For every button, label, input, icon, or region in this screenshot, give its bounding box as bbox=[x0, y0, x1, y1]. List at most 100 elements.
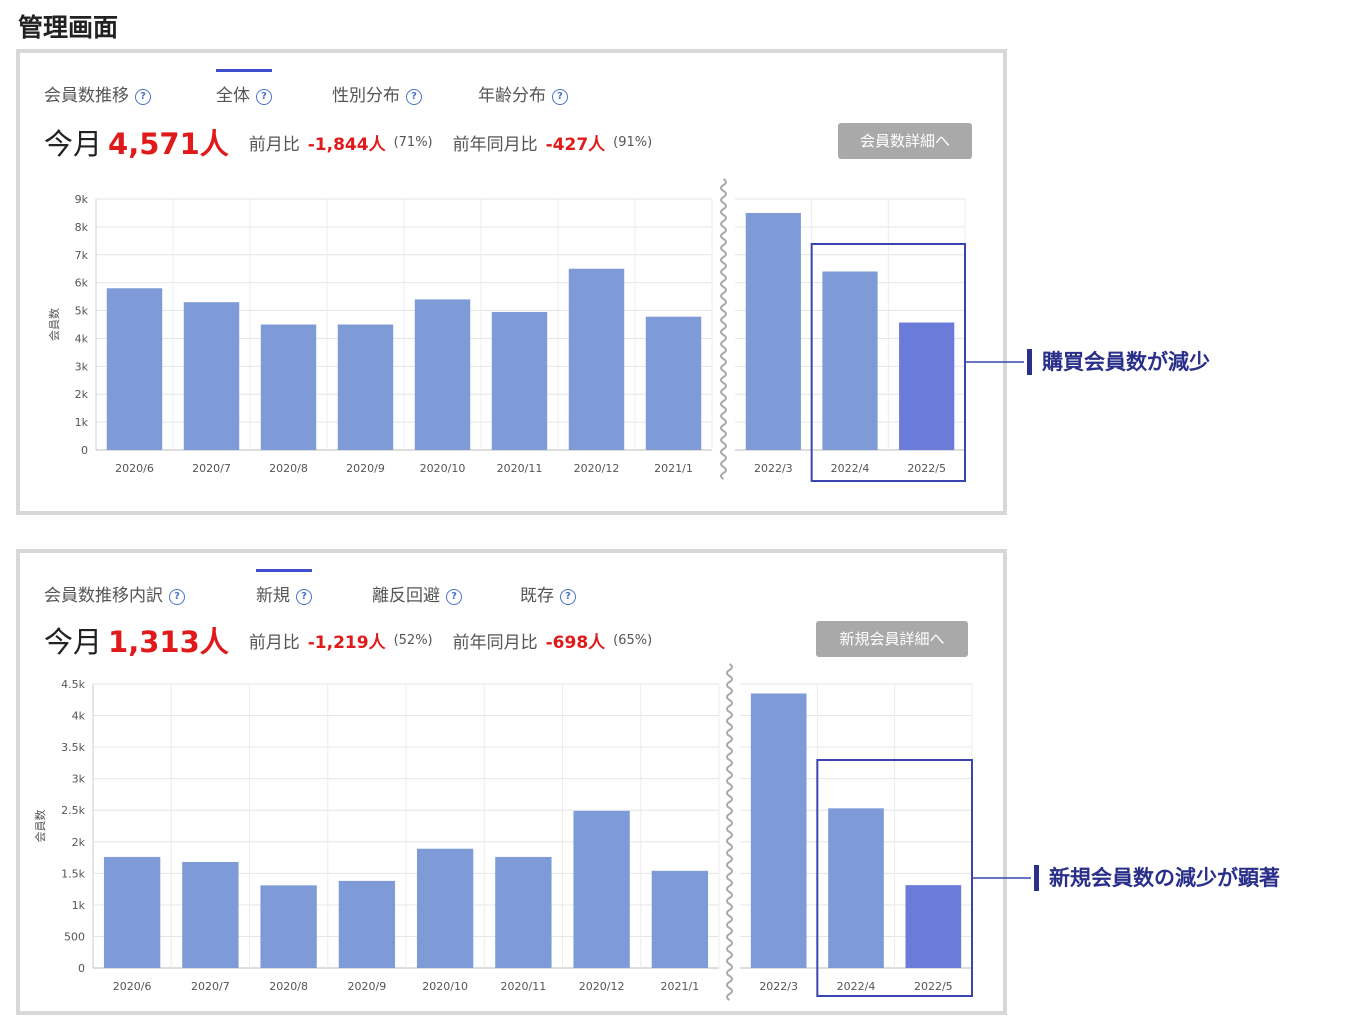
tab-label: 既存 bbox=[520, 586, 554, 606]
bar-2020/10 bbox=[414, 299, 471, 450]
y-tick-label: 6k bbox=[75, 277, 89, 290]
y-tick-label: 3k bbox=[72, 773, 86, 786]
help-icon[interactable]: ? bbox=[406, 89, 422, 105]
tab-new[interactable]: 新規? bbox=[256, 569, 312, 606]
mom-label: 前月比 bbox=[248, 134, 300, 155]
tab-churn-avoid[interactable]: 離反回避? bbox=[372, 581, 462, 606]
y-tick-label: 7k bbox=[75, 249, 89, 262]
help-icon[interactable]: ? bbox=[446, 589, 462, 605]
bar-2021/1 bbox=[651, 870, 709, 968]
x-tick-label: 2022/3 bbox=[759, 980, 798, 993]
y-tick-label: 0 bbox=[81, 444, 88, 457]
axis-break-squiggle bbox=[720, 178, 727, 480]
y-tick-label: 4k bbox=[75, 332, 89, 345]
mom-value: -1,844人 bbox=[307, 134, 386, 155]
y-tick-label: 4k bbox=[72, 710, 86, 723]
bar-2020/8 bbox=[260, 885, 317, 968]
y-tick-label: 2k bbox=[72, 836, 86, 849]
yoy-pct: (65%) bbox=[613, 632, 653, 648]
chart-1: 0 1k 2k 3k 4k 5k 6k 7k 8k 9k 会員数 2020/6 2020/7 2020/8… bbox=[48, 178, 1024, 482]
yoy-label: 前年同月比 bbox=[452, 632, 538, 653]
y-tick-label: 2.5k bbox=[61, 804, 85, 817]
callout-purchase-decline: 購買会員数が減少 bbox=[1027, 349, 1210, 375]
yoy-pct: (91%) bbox=[613, 134, 653, 150]
summary-row: 今月 4,571人 前月比 -1,844人 (71%) 前年同月比 -427人 (91%) bbox=[44, 121, 652, 163]
x-tick-label: 2021/1 bbox=[654, 462, 693, 475]
help-icon[interactable]: ? bbox=[560, 589, 576, 605]
bar-2020/12 bbox=[568, 268, 625, 450]
bar-2020/8 bbox=[260, 324, 317, 450]
y-tick-label: 9k bbox=[75, 193, 89, 206]
bar-2020/11 bbox=[495, 856, 552, 968]
mom-value: -1,219人 bbox=[307, 632, 386, 653]
x-tick-label: 2022/4 bbox=[831, 462, 870, 475]
tab-label: 性別分布 bbox=[332, 86, 400, 106]
y-tick-label: 3.5k bbox=[61, 741, 85, 754]
bar-2020/7 bbox=[182, 861, 239, 968]
x-tick-label: 2020/6 bbox=[115, 462, 154, 475]
x-tick-label: 2020/9 bbox=[348, 980, 387, 993]
bar-2020/12 bbox=[573, 810, 630, 968]
x-tick-label: 2020/8 bbox=[269, 462, 308, 475]
this-month-value: 1,313人 bbox=[108, 625, 229, 659]
help-icon[interactable]: ? bbox=[169, 589, 185, 605]
x-tick-label: 2020/6 bbox=[113, 980, 152, 993]
x-tick-label: 2020/11 bbox=[501, 980, 547, 993]
yoy-label: 前年同月比 bbox=[452, 134, 538, 155]
bar-2022/4 bbox=[828, 808, 884, 968]
help-icon[interactable]: ? bbox=[135, 89, 151, 105]
tab-gender[interactable]: 性別分布? bbox=[332, 81, 422, 106]
x-tick-label: 2020/12 bbox=[579, 980, 625, 993]
y-tick-label: 1k bbox=[72, 899, 86, 912]
help-icon[interactable]: ? bbox=[256, 89, 272, 105]
bar-2020/9 bbox=[337, 324, 394, 450]
bar-2022/3 bbox=[745, 212, 801, 450]
tab-age[interactable]: 年齢分布? bbox=[478, 81, 568, 106]
bar-2020/7 bbox=[183, 302, 240, 450]
bar-2022/3 bbox=[750, 693, 807, 968]
page-title: 管理画面 bbox=[18, 13, 119, 42]
bar-2022/5 bbox=[905, 885, 962, 968]
tab-label: 年齢分布 bbox=[478, 86, 546, 106]
axis-break-squiggle bbox=[726, 663, 733, 1001]
yoy-value: -427人 bbox=[545, 134, 606, 155]
bar-2020/6 bbox=[103, 856, 161, 968]
member-detail-button[interactable]: 会員数詳細へ bbox=[838, 123, 972, 159]
y-axis-label: 会員数 bbox=[34, 810, 47, 843]
this-month-label: 今月 bbox=[44, 127, 103, 161]
x-tick-label: 2020/8 bbox=[269, 980, 308, 993]
y-tick-label: 4.5k bbox=[61, 678, 85, 691]
callout-new-decline: 新規会員数の減少が顕著 bbox=[1034, 865, 1280, 891]
x-tick-label: 2020/12 bbox=[574, 462, 620, 475]
y-tick-label: 1.5k bbox=[61, 867, 85, 880]
tab-label: 会員数推移内訳 bbox=[44, 586, 163, 606]
tab-label: 新規 bbox=[256, 586, 290, 606]
bar-2022/5 bbox=[899, 322, 955, 450]
x-tick-label: 2021/1 bbox=[661, 980, 700, 993]
this-month-label: 今月 bbox=[44, 625, 103, 659]
new-member-detail-button[interactable]: 新規会員詳細へ bbox=[816, 621, 968, 657]
this-month-value: 4,571人 bbox=[108, 127, 229, 161]
mom-pct: (71%) bbox=[393, 134, 433, 150]
bar-2020/6 bbox=[106, 288, 163, 450]
y-axis-label: 会員数 bbox=[48, 308, 61, 341]
tab-member-trend[interactable]: 会員数推移? bbox=[44, 81, 151, 106]
yoy-value: -698人 bbox=[545, 632, 606, 653]
tab-existing[interactable]: 既存? bbox=[520, 581, 576, 606]
bar-2020/11 bbox=[491, 311, 548, 450]
x-tick-label: 2020/10 bbox=[422, 980, 468, 993]
help-icon[interactable]: ? bbox=[296, 589, 312, 605]
help-icon[interactable]: ? bbox=[552, 89, 568, 105]
bar-2021/1 bbox=[645, 316, 702, 450]
tab-all[interactable]: 全体? bbox=[216, 69, 272, 106]
y-tick-label: 0 bbox=[78, 962, 85, 975]
x-tick-label: 2020/7 bbox=[192, 462, 231, 475]
bar-2020/10 bbox=[416, 848, 474, 968]
mom-pct: (52%) bbox=[393, 632, 433, 648]
x-tick-label: 2022/5 bbox=[914, 980, 953, 993]
tab-member-breakdown[interactable]: 会員数推移内訳? bbox=[44, 581, 185, 606]
y-tick-label: 3k bbox=[75, 360, 89, 373]
x-tick-label: 2020/7 bbox=[191, 980, 230, 993]
bar-2022/4 bbox=[822, 271, 878, 450]
